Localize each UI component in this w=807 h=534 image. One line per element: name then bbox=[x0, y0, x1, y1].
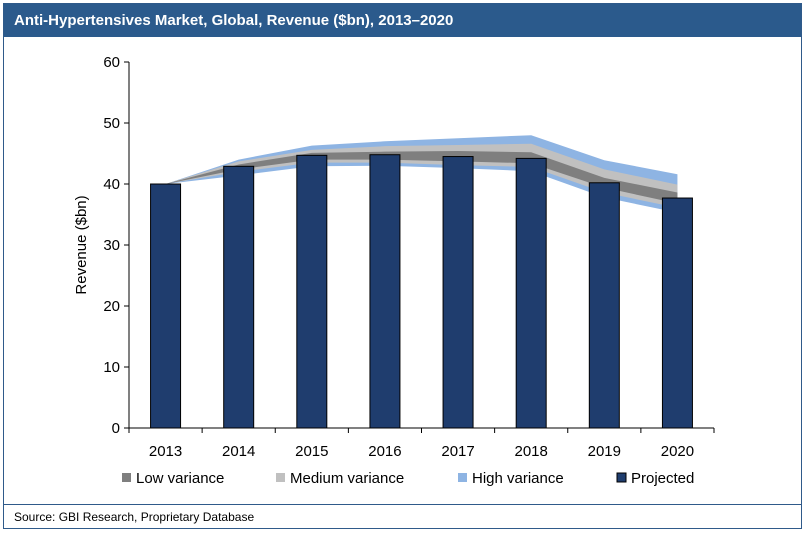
bar-2015 bbox=[296, 154, 328, 429]
y-axis-label: Revenue ($bn) bbox=[73, 195, 90, 294]
bar-2013 bbox=[150, 183, 182, 429]
bar-2014 bbox=[223, 165, 255, 429]
y-tick-label: 60 bbox=[103, 54, 120, 71]
bar-2016 bbox=[369, 154, 401, 429]
y-tick-label: 40 bbox=[103, 176, 120, 193]
x-tick-label: 2016 bbox=[368, 443, 401, 460]
bar-2019 bbox=[588, 182, 620, 429]
variance-band-low-variance bbox=[165, 151, 678, 204]
legend-label-high-variance: High variance bbox=[472, 470, 564, 487]
x-tick-label: 2015 bbox=[295, 443, 328, 460]
chart-title: Anti-Hypertensives Market, Global, Reven… bbox=[4, 4, 801, 37]
y-tick-label: 30 bbox=[103, 237, 120, 254]
x-tick-label: 2020 bbox=[661, 443, 694, 460]
legend-swatch-high-variance bbox=[458, 473, 467, 482]
y-tick-label: 50 bbox=[103, 115, 120, 132]
y-tick-label: 0 bbox=[112, 420, 120, 437]
x-tick-label: 2018 bbox=[515, 443, 548, 460]
x-tick-label: 2019 bbox=[588, 443, 621, 460]
x-tick-label: 2017 bbox=[441, 443, 474, 460]
legend-swatch-medium-variance bbox=[276, 473, 285, 482]
source-note: Source: GBI Research, Proprietary Databa… bbox=[4, 504, 801, 528]
bar-2017 bbox=[442, 156, 474, 429]
y-tick-label: 10 bbox=[103, 359, 120, 376]
chart-frame: Anti-Hypertensives Market, Global, Reven… bbox=[3, 3, 802, 529]
x-tick-label: 2014 bbox=[222, 443, 255, 460]
legend-swatch-projected bbox=[616, 472, 627, 483]
legend-swatch-low-variance bbox=[122, 473, 131, 482]
x-tick-label: 2013 bbox=[149, 443, 182, 460]
legend-label-low-variance: Low variance bbox=[136, 470, 224, 487]
legend-label-medium-variance: Medium variance bbox=[290, 470, 404, 487]
bar-2018 bbox=[515, 157, 547, 429]
y-tick-label: 20 bbox=[103, 298, 120, 315]
bar-2020 bbox=[661, 197, 693, 429]
legend-label-projected: Projected bbox=[631, 470, 694, 487]
chart-area: 0 10 20 30 40 50 60 2013 2014 2015 2016 2017 2018 201… bbox=[73, 54, 715, 487]
